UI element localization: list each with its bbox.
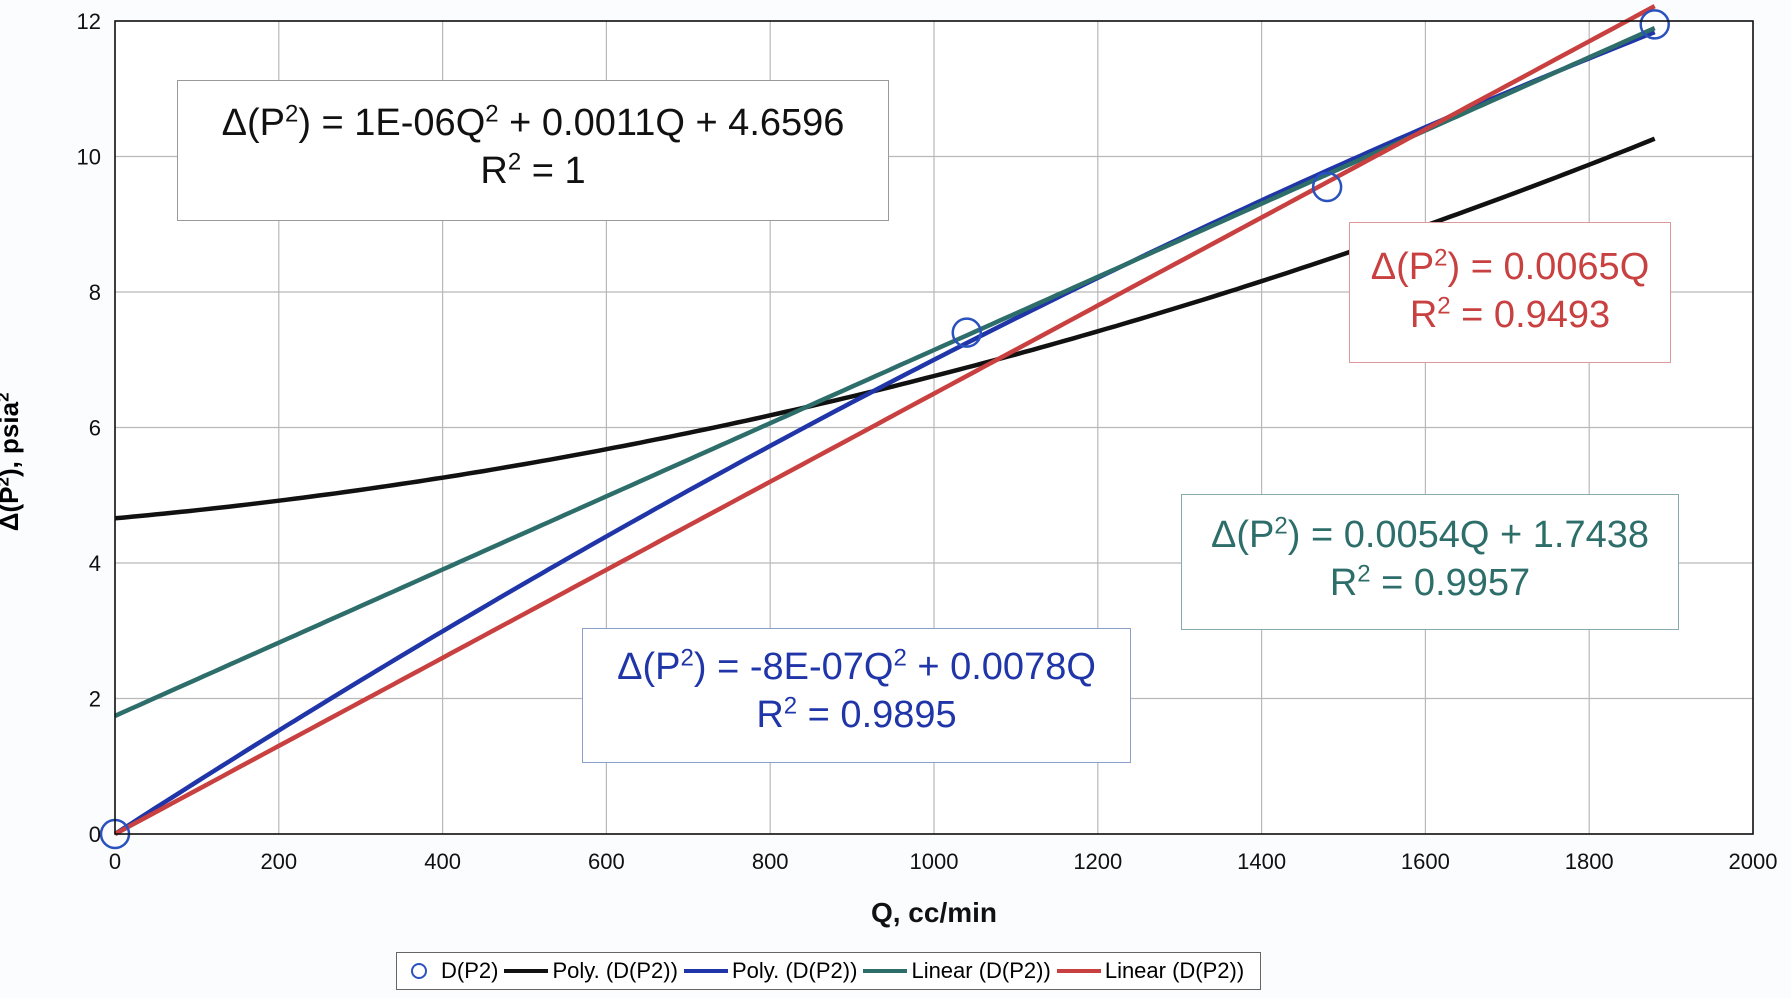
x-tick-labels: 0 200 400 600 800 1000 1200 1400 1600 1800 2000 bbox=[109, 849, 1778, 874]
annotation-line1: Δ(P2) = 1E-06Q2 + 0.0011Q + 4.6596 bbox=[221, 100, 845, 144]
legend-item-linear-teal: Linear (D(P2)) bbox=[863, 958, 1051, 984]
y-axis-label: Δ(P2), psia2 bbox=[0, 392, 25, 531]
annotation-line1: Δ(P2) = -8E-07Q2 + 0.0078Q bbox=[617, 644, 1096, 688]
y-label-sup1: 2 bbox=[0, 477, 13, 486]
circle-marker-icon bbox=[411, 963, 427, 979]
annotation-poly-blue: Δ(P2) = -8E-07Q2 + 0.0078Q R2 = 0.9895 bbox=[582, 628, 1131, 763]
y-label-pre: Δ(P bbox=[0, 486, 25, 532]
data-point bbox=[1311, 171, 1343, 203]
y-label-mid: ), psia bbox=[0, 401, 25, 478]
y-tick-labels: 0 2 4 6 8 10 12 bbox=[77, 9, 101, 847]
legend-label: Poly. (D(P2)) bbox=[731, 958, 858, 983]
x-tick-label: 1000 bbox=[910, 849, 959, 874]
line-swatch-icon bbox=[863, 969, 908, 973]
data-point bbox=[1639, 9, 1670, 40]
annotation-line2: R2 = 1 bbox=[480, 148, 586, 192]
line-swatch-icon bbox=[683, 969, 728, 973]
legend-label: D(P2) bbox=[441, 958, 499, 983]
x-tick-label: 1800 bbox=[1565, 849, 1614, 874]
legend: D(P2) Poly. (D(P2)) Poly. (D(P2)) Linear… bbox=[396, 952, 1262, 990]
legend-item-poly-blue: Poly. (D(P2)) bbox=[683, 958, 858, 984]
y-tick-label: 8 bbox=[89, 280, 101, 305]
y-tick-label: 12 bbox=[77, 9, 101, 34]
y-tick-label: 6 bbox=[89, 416, 101, 441]
y-tick-label: 4 bbox=[89, 551, 101, 576]
annotation-line1: Δ(P2) = 0.0054Q + 1.7438 bbox=[1210, 512, 1650, 556]
y-label-sup2: 2 bbox=[0, 392, 13, 401]
x-tick-label: 800 bbox=[752, 849, 789, 874]
x-tick-label: 1400 bbox=[1237, 849, 1286, 874]
x-axis-label: Q, cc/min bbox=[871, 897, 997, 928]
x-tick-label: 400 bbox=[424, 849, 461, 874]
y-tick-label: 0 bbox=[89, 822, 101, 847]
x-tick-label: 0 bbox=[109, 849, 121, 874]
trendline-2 bbox=[113, 30, 1656, 836]
y-tick-label: 2 bbox=[89, 687, 101, 712]
annotation-line2: R2 = 0.9493 bbox=[1409, 292, 1611, 336]
line-swatch-icon bbox=[1056, 969, 1101, 973]
y-tick-label: 10 bbox=[77, 145, 101, 170]
trendline-4 bbox=[113, 4, 1656, 836]
legend-label: Linear (D(P2)) bbox=[911, 958, 1051, 983]
x-tick-label: 1600 bbox=[1401, 849, 1450, 874]
annotation-linear-red: Δ(P2) = 0.0065Q R2 = 0.9493 bbox=[1349, 222, 1671, 363]
line-swatch-icon bbox=[504, 969, 549, 973]
plot-frame bbox=[114, 20, 1754, 835]
x-tick-label: 2000 bbox=[1729, 849, 1778, 874]
data-point bbox=[951, 317, 983, 348]
x-tick-label: 1200 bbox=[1073, 849, 1122, 874]
x-tick-label: 200 bbox=[260, 849, 297, 874]
legend-item-points: D(P2) bbox=[407, 958, 498, 984]
x-tick-label: 600 bbox=[588, 849, 625, 874]
annotation-line2: R2 = 0.9957 bbox=[1329, 560, 1531, 604]
legend-label: Linear (D(P2)) bbox=[1104, 958, 1245, 983]
annotation-line1: Δ(P2) = 0.0065Q bbox=[1370, 244, 1650, 288]
annotation-poly-black: Δ(P2) = 1E-06Q2 + 0.0011Q + 4.6596 R2 = … bbox=[177, 80, 889, 221]
annotation-linear-teal: Δ(P2) = 0.0054Q + 1.7438 R2 = 0.9957 bbox=[1181, 494, 1679, 630]
legend-label: Poly. (D(P2)) bbox=[552, 958, 678, 983]
annotation-line2: R2 = 0.9895 bbox=[756, 692, 957, 736]
legend-item-poly-black: Poly. (D(P2)) bbox=[504, 958, 678, 984]
legend-item-linear-red: Linear (D(P2)) bbox=[1056, 958, 1245, 984]
